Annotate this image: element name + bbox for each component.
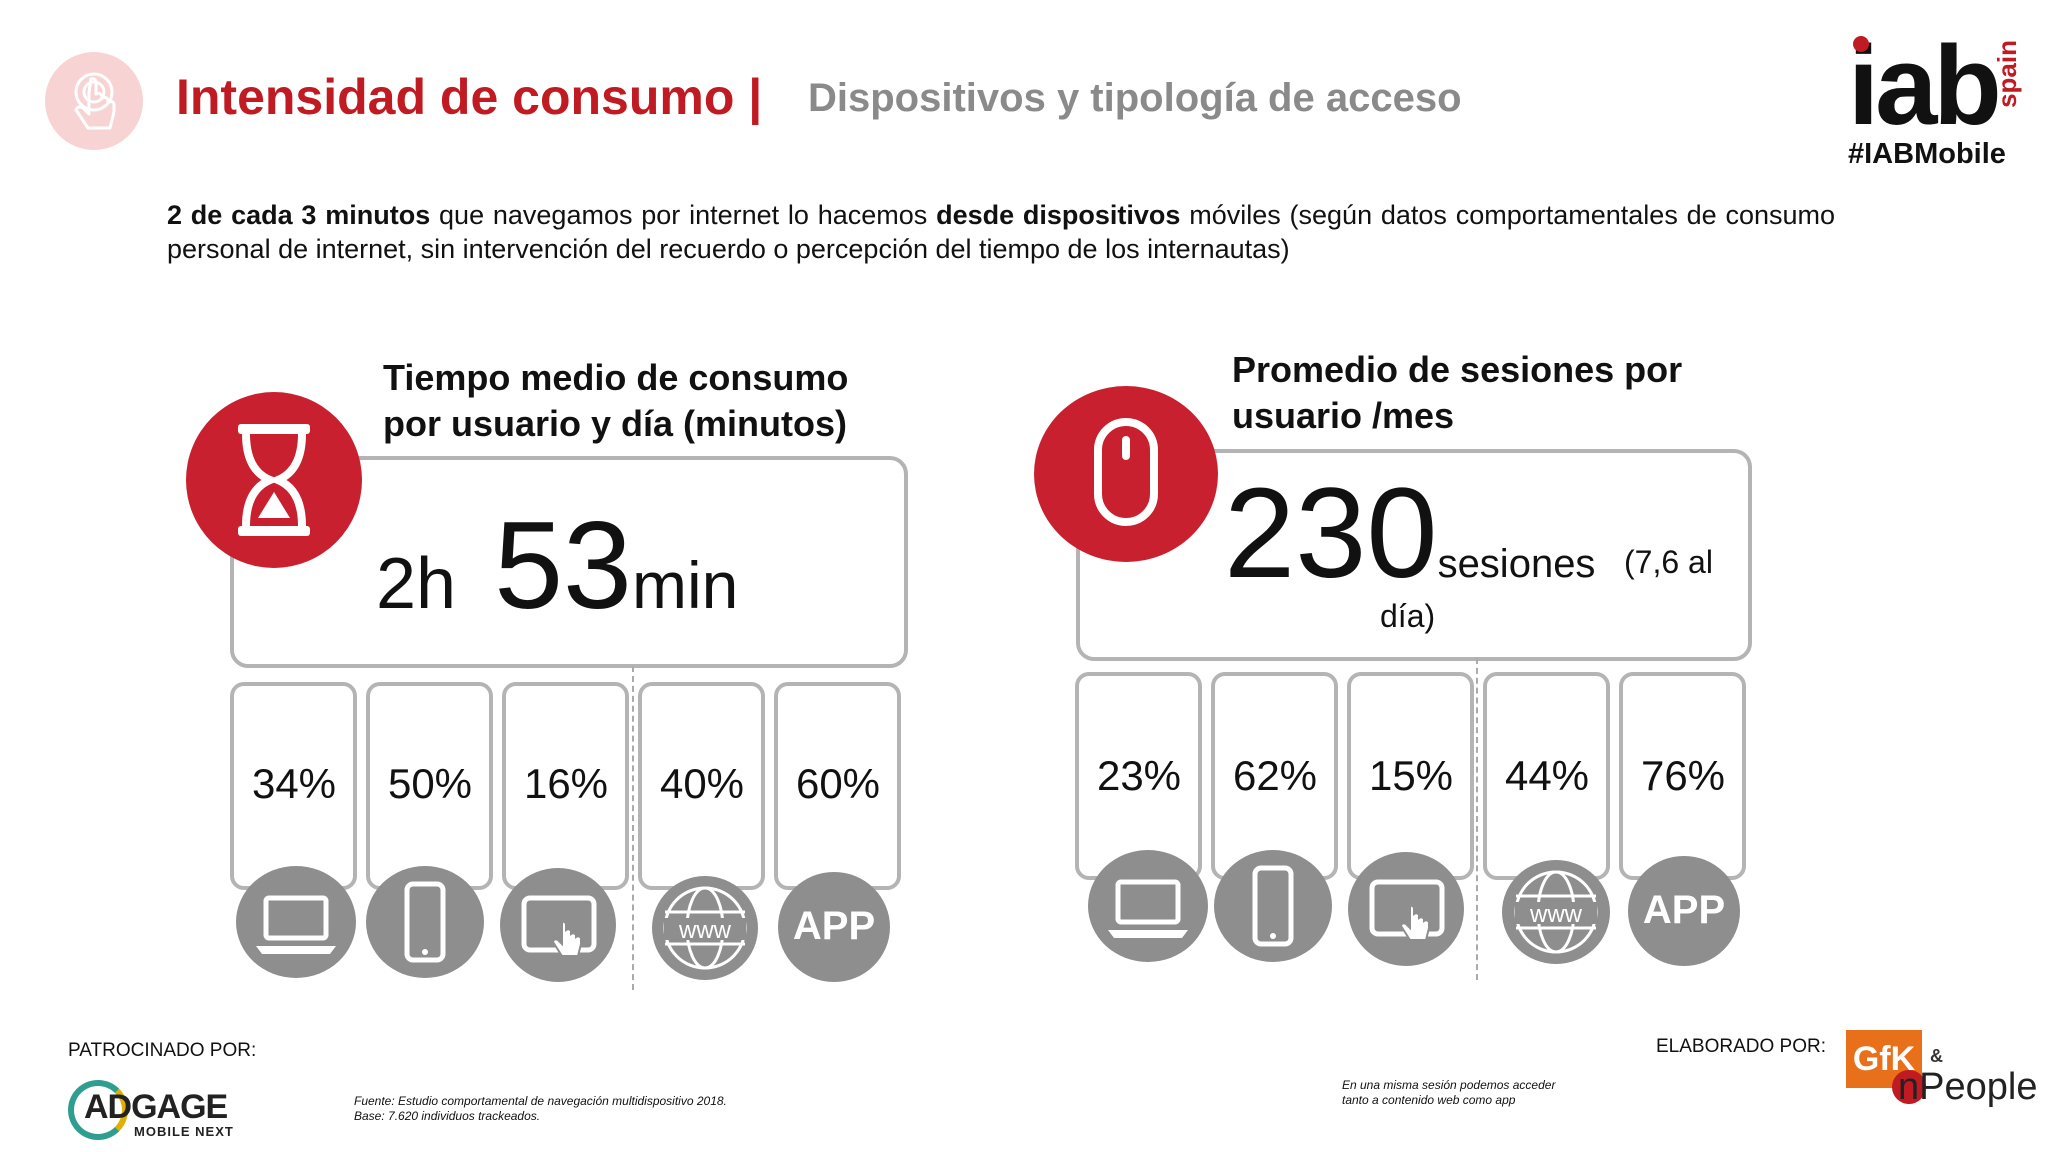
page-title: Intensidad de consumo | [176, 69, 763, 125]
hourglass-circle [186, 392, 362, 568]
left-heading-line1: Tiempo medio de consumo [383, 357, 849, 398]
svg-text:www: www [678, 917, 732, 944]
right-percent-laptop: 23% [1096, 752, 1182, 799]
tablet-icon [1369, 879, 1445, 941]
left-phone-circle [366, 866, 484, 978]
source-line2: Base: 7.620 individuos trackeados. [354, 1109, 541, 1123]
left-total-value: 2h 53min [376, 495, 738, 637]
right-heading-line1: Promedio de sesiones por [1232, 349, 1683, 390]
left-app-circle: APP [778, 872, 890, 982]
adgage-logo-ring [68, 1080, 128, 1140]
right-app-circle: APP [1628, 856, 1740, 966]
minutes-unit: min [632, 548, 739, 622]
right-total-value: 230sesiones [1224, 460, 1595, 607]
gfk-logo: GfK [1846, 1030, 1922, 1088]
session-note: En una misma sesión podemos acceder tant… [1342, 1078, 1555, 1108]
right-percent-app: 76% [1640, 752, 1726, 799]
adgage-tagline: MOBILE NEXT [134, 1124, 234, 1139]
computer-mouse-icon [1094, 418, 1158, 526]
sessions-value: 230 [1224, 462, 1438, 605]
right-device-card-app [1619, 672, 1746, 880]
www-globe-icon: www [1514, 870, 1598, 954]
touch-hand-icon [45, 52, 143, 150]
mouse-circle [1034, 386, 1218, 562]
iab-logo: iab [1848, 23, 2002, 148]
left-percent-laptop: 34% [251, 760, 337, 807]
right-percent-tablet: 15% [1368, 752, 1454, 799]
logo-dot [1853, 36, 1869, 52]
hourglass-icon [238, 424, 310, 536]
intro-bold-1: 2 de cada 3 minutos [167, 200, 431, 230]
right-percent-web: 44% [1504, 752, 1590, 799]
tablet-icon [521, 895, 597, 957]
note-line1: En una misma sesión podemos acceder [1342, 1078, 1556, 1092]
minutes-value: 53 [494, 497, 633, 635]
source-note: Fuente: Estudio comportamental de navega… [354, 1094, 727, 1124]
left-device-card-web [638, 682, 765, 890]
source-line1: Fuente: Estudio comportamental de navega… [354, 1094, 727, 1108]
note-line2: tanto a contenido web como app [1342, 1093, 1516, 1107]
right-device-card-laptop [1075, 672, 1202, 880]
right-web-circle: www [1502, 860, 1610, 964]
left-percent-web: 40% [659, 760, 745, 807]
intro-paragraph: 2 de cada 3 minutos que navegamos por in… [167, 198, 1835, 266]
smartphone-icon [1252, 865, 1294, 947]
intro-bold-2: desde dispositivos [936, 200, 1181, 230]
sessions-per-day-b: día) [1380, 598, 1436, 634]
left-device-card-tablet [502, 682, 629, 890]
intro-text-2: móviles (según datos comportamentales de… [167, 200, 1835, 264]
partner-ampersand: & [1930, 1046, 1943, 1066]
right-percent-phone: 62% [1232, 752, 1318, 799]
left-panel-heading: Tiempo medio de consumo por usuario y dí… [383, 355, 848, 447]
intro-text-1: que navegamos por internet lo hacemos [430, 200, 937, 230]
left-divider [632, 666, 634, 990]
adgage-logo: ADGAGE [84, 1088, 228, 1126]
sessions-unit: sesiones [1437, 542, 1596, 586]
right-panel-heading: Promedio de sesiones por usuario /mes [1232, 347, 1682, 439]
laptop-icon [1108, 879, 1188, 938]
app-icon: APP [1642, 888, 1726, 932]
left-percent-app: 60% [795, 760, 881, 807]
laptop-icon [256, 895, 336, 954]
npeople-logo: nPeople [1898, 1066, 2038, 1108]
iab-region-label: spain [1992, 40, 2022, 108]
sessions-per-day-a: (7,6 al [1624, 544, 1713, 580]
npeople-logo-dot [1892, 1070, 1926, 1104]
left-web-circle: www [652, 876, 758, 980]
page-subtitle: Dispositivos y tipología de acceso [808, 76, 1462, 120]
right-total-box [1076, 449, 1752, 661]
right-device-card-tablet [1347, 672, 1474, 880]
left-percent-tablet: 16% [523, 760, 609, 807]
left-laptop-circle [236, 866, 356, 978]
left-device-card-app [774, 682, 901, 890]
smartphone-icon [404, 881, 446, 963]
hashtag: #IABMobile [1848, 138, 2006, 170]
app-icon: APP [792, 904, 876, 948]
www-globe-icon: www [663, 886, 747, 970]
right-tablet-circle [1348, 852, 1464, 966]
left-device-card-laptop [230, 682, 357, 890]
left-heading-line2: por usuario y día (minutos) [383, 403, 848, 444]
left-tablet-circle [500, 868, 616, 982]
right-heading-line2: usuario /mes [1232, 395, 1455, 436]
right-phone-circle [1214, 850, 1332, 962]
sponsor-label: PATROCINADO POR: [68, 1040, 257, 1061]
svg-text:www: www [1529, 901, 1583, 928]
left-percent-phone: 50% [387, 760, 473, 807]
right-divider [1476, 658, 1478, 980]
made-by-label: ELABORADO POR: [1656, 1036, 1826, 1057]
hours-value: 2h [376, 544, 457, 624]
right-laptop-circle [1088, 850, 1208, 962]
